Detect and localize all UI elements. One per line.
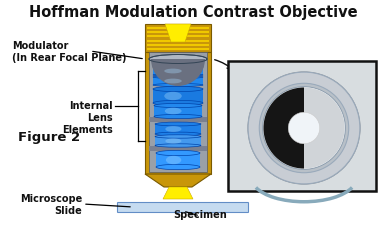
Bar (147, 41, 209, 42)
Ellipse shape (156, 151, 200, 156)
Ellipse shape (166, 156, 181, 164)
Ellipse shape (154, 104, 202, 108)
Ellipse shape (154, 115, 202, 119)
Bar (149, 117, 207, 123)
Ellipse shape (155, 123, 201, 126)
Polygon shape (165, 25, 191, 43)
Ellipse shape (149, 55, 207, 64)
Bar (145, 25, 211, 53)
Ellipse shape (153, 84, 203, 87)
Circle shape (263, 87, 345, 170)
Ellipse shape (165, 139, 182, 144)
Ellipse shape (165, 108, 182, 115)
Ellipse shape (153, 66, 203, 69)
Text: Microscope
Slide: Microscope Slide (20, 193, 82, 215)
Ellipse shape (153, 74, 203, 77)
Text: Figure 2: Figure 2 (18, 131, 80, 144)
Ellipse shape (153, 87, 203, 92)
Bar (156, 153, 200, 167)
Bar (153, 90, 203, 104)
Ellipse shape (155, 133, 201, 136)
Polygon shape (145, 174, 211, 187)
Bar (149, 146, 207, 151)
Bar (147, 32, 209, 34)
Text: Modulator
(In Rear Focal Plane): Modulator (In Rear Focal Plane) (12, 41, 127, 63)
Text: Internal
Lens
Elements: Internal Lens Elements (62, 101, 113, 134)
Circle shape (248, 73, 360, 184)
Bar (145, 53, 211, 174)
Bar (155, 124, 201, 134)
Bar (228, 62, 376, 191)
Ellipse shape (153, 76, 203, 79)
Bar (153, 68, 203, 76)
Bar (147, 49, 209, 51)
FancyBboxPatch shape (118, 203, 248, 213)
Text: Specimen: Specimen (173, 209, 227, 219)
Bar (149, 53, 207, 172)
Ellipse shape (155, 144, 201, 147)
Circle shape (288, 113, 320, 144)
Ellipse shape (155, 135, 201, 139)
Ellipse shape (153, 101, 203, 106)
Bar (155, 137, 201, 146)
Ellipse shape (164, 92, 182, 101)
Bar (147, 28, 209, 30)
Bar (147, 45, 209, 46)
Bar (153, 78, 203, 86)
Bar (147, 36, 209, 38)
Ellipse shape (156, 165, 200, 170)
Bar (154, 106, 202, 117)
Wedge shape (264, 88, 304, 169)
Ellipse shape (165, 126, 182, 132)
Text: Hoffman Modulation Contrast Objective: Hoffman Modulation Contrast Objective (29, 5, 357, 20)
Wedge shape (151, 60, 205, 87)
Wedge shape (304, 88, 344, 169)
Polygon shape (163, 187, 193, 199)
Ellipse shape (164, 69, 182, 74)
Ellipse shape (164, 79, 182, 84)
